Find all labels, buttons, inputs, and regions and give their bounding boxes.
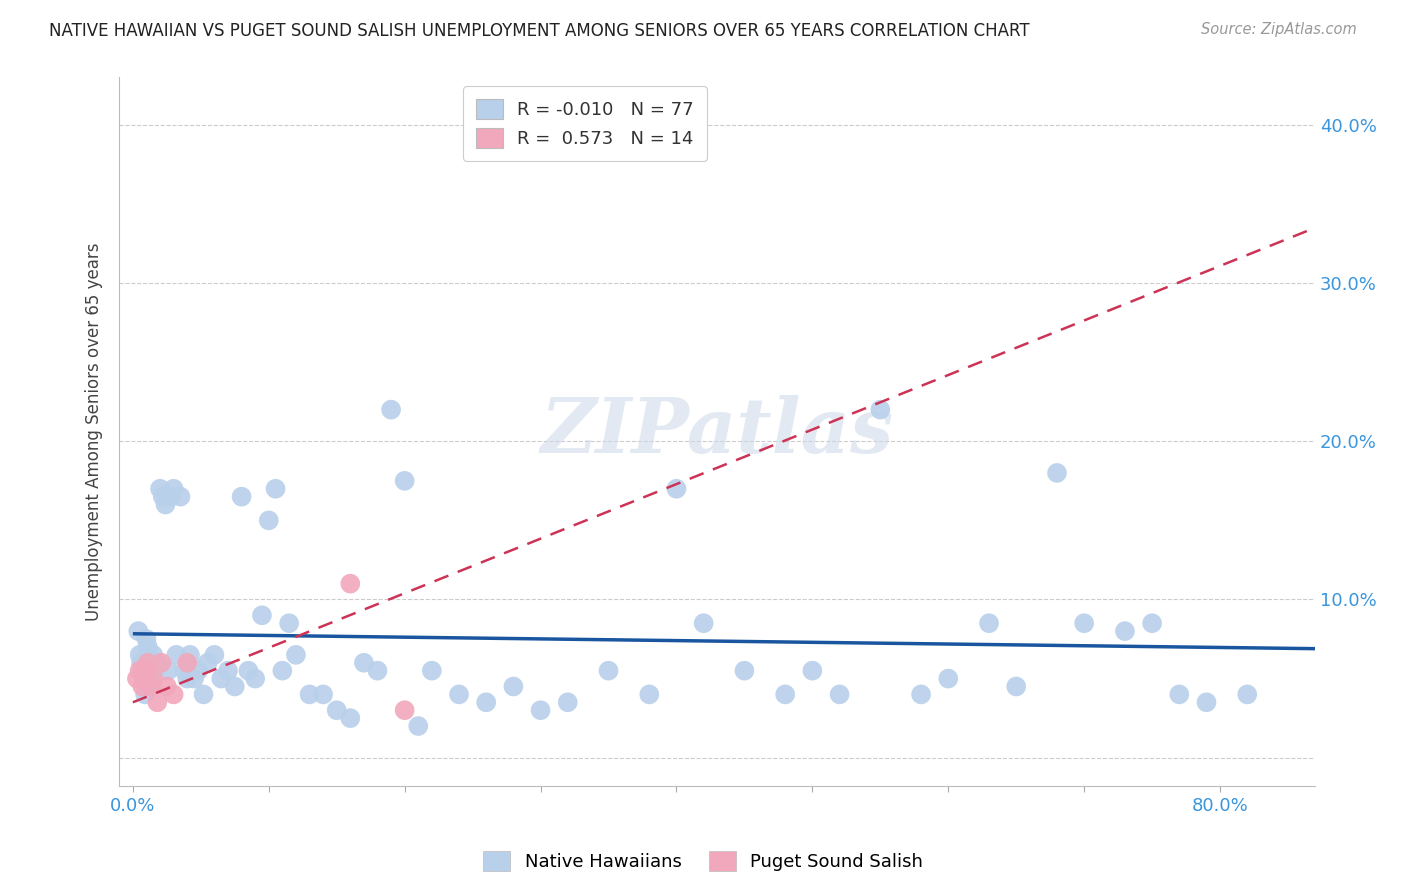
- Point: [406, 719, 429, 733]
- Point: [162, 482, 184, 496]
- Point: [380, 402, 402, 417]
- Point: [557, 695, 579, 709]
- Point: [339, 576, 361, 591]
- Point: [801, 664, 824, 678]
- Point: [209, 672, 232, 686]
- Point: [278, 616, 301, 631]
- Point: [910, 687, 932, 701]
- Point: [127, 624, 149, 639]
- Point: [141, 656, 163, 670]
- Point: [202, 648, 225, 662]
- Point: [773, 687, 796, 701]
- Text: Source: ZipAtlas.com: Source: ZipAtlas.com: [1201, 22, 1357, 37]
- Point: [529, 703, 551, 717]
- Point: [447, 687, 470, 701]
- Point: [131, 680, 153, 694]
- Point: [162, 687, 184, 701]
- Point: [394, 703, 416, 717]
- Point: [136, 656, 159, 670]
- Point: [179, 648, 201, 662]
- Point: [165, 648, 187, 662]
- Legend: R = -0.010   N = 77, R =  0.573   N = 14: R = -0.010 N = 77, R = 0.573 N = 14: [463, 87, 707, 161]
- Point: [146, 695, 169, 709]
- Point: [125, 672, 148, 686]
- Point: [149, 482, 172, 496]
- Point: [1236, 687, 1258, 701]
- Point: [134, 664, 156, 678]
- Point: [157, 664, 180, 678]
- Point: [1140, 616, 1163, 631]
- Point: [638, 687, 661, 701]
- Point: [665, 482, 688, 496]
- Point: [146, 656, 169, 670]
- Point: [138, 672, 160, 686]
- Point: [150, 656, 173, 670]
- Point: [598, 664, 620, 678]
- Point: [1073, 616, 1095, 631]
- Point: [936, 672, 959, 686]
- Point: [828, 687, 851, 701]
- Legend: Native Hawaiians, Puget Sound Salish: Native Hawaiians, Puget Sound Salish: [475, 844, 931, 879]
- Point: [353, 656, 375, 670]
- Point: [156, 680, 179, 694]
- Point: [197, 656, 219, 670]
- Point: [139, 680, 162, 694]
- Point: [257, 513, 280, 527]
- Point: [339, 711, 361, 725]
- Point: [869, 402, 891, 417]
- Point: [325, 703, 347, 717]
- Point: [243, 672, 266, 686]
- Point: [692, 616, 714, 631]
- Point: [183, 672, 205, 686]
- Point: [250, 608, 273, 623]
- Point: [366, 664, 388, 678]
- Point: [136, 640, 159, 654]
- Point: [231, 490, 253, 504]
- Point: [155, 498, 177, 512]
- Point: [394, 474, 416, 488]
- Point: [152, 490, 174, 504]
- Point: [143, 664, 166, 678]
- Point: [420, 664, 443, 678]
- Point: [128, 664, 150, 678]
- Point: [129, 656, 152, 670]
- Point: [134, 687, 156, 701]
- Text: ZIPatlas: ZIPatlas: [541, 395, 894, 469]
- Point: [132, 672, 155, 686]
- Point: [298, 687, 321, 701]
- Point: [502, 680, 524, 694]
- Point: [187, 664, 209, 678]
- Point: [193, 687, 215, 701]
- Point: [1046, 466, 1069, 480]
- Point: [1168, 687, 1191, 701]
- Point: [217, 664, 239, 678]
- Point: [733, 664, 755, 678]
- Point: [264, 482, 287, 496]
- Point: [139, 680, 162, 694]
- Point: [128, 648, 150, 662]
- Point: [169, 490, 191, 504]
- Point: [173, 664, 195, 678]
- Point: [176, 656, 198, 670]
- Text: NATIVE HAWAIIAN VS PUGET SOUND SALISH UNEMPLOYMENT AMONG SENIORS OVER 65 YEARS C: NATIVE HAWAIIAN VS PUGET SOUND SALISH UN…: [49, 22, 1029, 40]
- Point: [160, 490, 183, 504]
- Point: [224, 680, 246, 694]
- Point: [131, 664, 153, 678]
- Point: [1195, 695, 1218, 709]
- Point: [142, 672, 165, 686]
- Point: [135, 632, 157, 646]
- Point: [475, 695, 498, 709]
- Y-axis label: Unemployment Among Seniors over 65 years: Unemployment Among Seniors over 65 years: [86, 243, 103, 621]
- Point: [176, 672, 198, 686]
- Point: [1005, 680, 1028, 694]
- Point: [284, 648, 307, 662]
- Point: [977, 616, 1000, 631]
- Point: [238, 664, 260, 678]
- Point: [142, 648, 165, 662]
- Point: [312, 687, 335, 701]
- Point: [271, 664, 294, 678]
- Point: [1114, 624, 1136, 639]
